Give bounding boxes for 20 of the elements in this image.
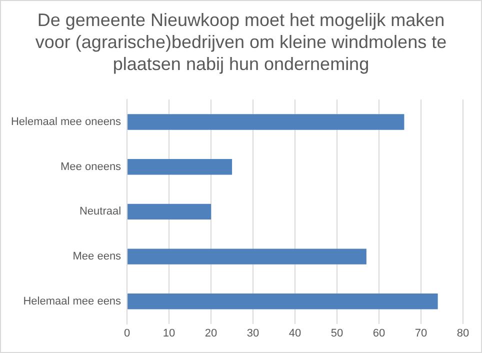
- x-tick-label: 20: [204, 327, 218, 340]
- x-tick-label: 60: [372, 327, 386, 340]
- bar: [128, 294, 438, 310]
- y-tick-label: Helemaal mee eens: [23, 295, 122, 308]
- x-tick-label: 10: [162, 327, 176, 340]
- bar: [128, 159, 232, 175]
- x-tick-label: 70: [414, 327, 428, 340]
- x-tick-label: 0: [124, 327, 130, 340]
- y-tick-label: Neutraal: [79, 206, 122, 218]
- x-tick-label: 80: [456, 327, 470, 340]
- bar: [128, 114, 404, 130]
- x-tick-label: 30: [246, 327, 260, 340]
- x-tick-label: 50: [330, 327, 344, 340]
- bar: [128, 204, 212, 220]
- chart-title: De gemeente Nieuwkoop moet het mogelijk maken voor (agrarische)bedrijven om kleine windmolens te plaatsen nabij hun onderneming: [34, 9, 448, 76]
- bar: [128, 248, 366, 264]
- y-tick-label: Mee oneens: [60, 160, 122, 173]
- x-tick-label: 40: [288, 327, 302, 340]
- y-tick-label: Mee eens: [72, 250, 122, 263]
- y-tick-label: Helemaal mee oneens: [10, 116, 122, 128]
